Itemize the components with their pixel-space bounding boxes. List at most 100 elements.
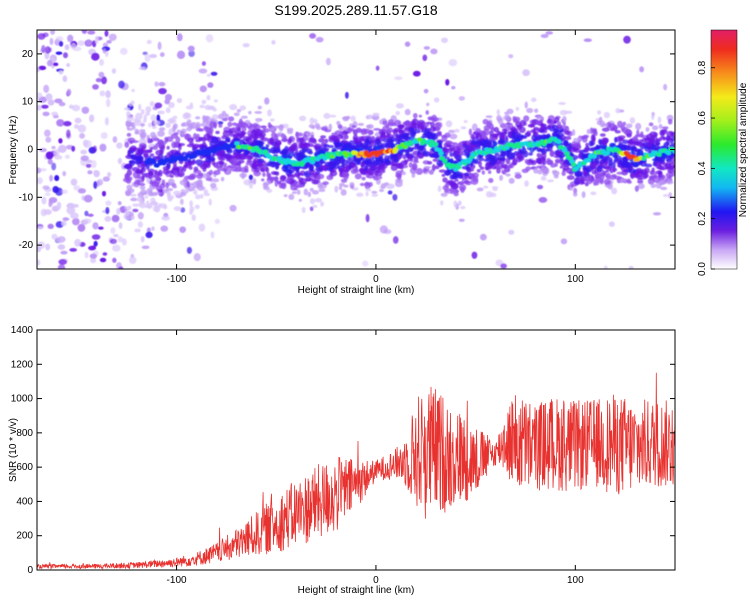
chart-title: S199.2025.289.11.57.G18 [274,2,437,18]
spectrogram-cell [102,176,110,182]
spectrogram-cell [81,106,90,114]
spectrogram-cell [400,171,406,176]
spectrogram-cell [418,144,425,151]
spectrogram-ridge-cell [536,142,542,148]
spectrogram-cell [210,71,218,76]
spectrogram-cell [349,181,355,188]
spectrogram-cell [497,117,504,125]
spectrogram-cell [392,193,398,201]
spectrogram-cell [135,158,143,164]
spectrogram-cell [436,160,444,167]
spectrogram-cell [592,136,596,142]
spectrogram-cell [152,137,160,141]
spectrogram-cell [74,117,82,124]
spectrogram-cell [37,104,42,111]
spectrogram-cell [37,259,41,266]
spectrogram-cell [221,117,228,122]
spectrogram-cell [318,138,325,143]
spectrogram-cell [463,140,470,148]
spectrogram-cell [309,206,314,212]
spectrogram-cell [454,128,460,133]
spectrogram-cell [339,168,343,174]
spectrogram-cell [127,137,136,144]
spectrogram-cell [362,260,369,267]
spectrogram-cell [334,141,341,147]
spectrogram-cell [248,110,252,115]
spectrogram-cell [180,122,186,127]
spectrogram-cell [172,167,180,171]
spectrogram-cell [194,204,200,210]
spectrogram-cell [508,156,513,160]
spectrogram-cell [523,115,530,122]
x-tick-label: 0 [373,274,379,285]
spectrogram-cell [91,234,101,240]
spectrogram-cell [57,264,66,269]
spectrogram-cell [93,170,100,178]
spectrogram-ridge-cell [495,147,501,153]
spectrogram-ridge-cell [665,150,672,156]
spectrogram-cell [349,145,357,150]
spectrogram-cell [283,163,288,171]
spectrogram-cell [631,136,638,142]
spectrogram-cell [138,103,142,111]
spectrogram-cell [52,62,59,67]
spectrogram-cell [364,165,368,172]
spectrogram-cell [73,124,79,129]
spectrogram-cell [654,139,659,147]
spectrogram-cell [99,257,107,263]
spectrogram-cell [514,173,522,179]
spectrogram-cell [253,153,260,158]
spectrogram-cell [483,158,490,162]
spectrogram-cell [361,176,366,181]
spectrogram-cell [45,243,51,251]
spectrogram-cell [45,136,52,143]
spectrogram-cell [237,127,241,132]
spectrogram-cell [329,170,338,177]
spectrogram-cell [128,147,133,150]
spectrogram-cell [536,116,544,120]
spectrogram-cell [585,142,589,147]
spectrogram-cell [331,132,338,136]
spectrogram-ridge-cell [562,147,568,153]
spectrogram-cell [165,182,169,189]
spectrogram-cell [320,135,327,139]
spectrogram-cell [453,149,461,154]
spectrogram-cell [425,110,429,115]
spectrogram-cell [666,114,674,122]
spectrogram-cell [173,184,177,189]
spectrogram-cell [102,48,107,54]
spectrogram-cell [365,137,373,144]
spectrogram-cell [123,107,131,111]
spectrogram-cell [471,251,478,259]
spectrogram-cell [107,172,112,178]
spectrogram-ridge-cell [591,154,597,159]
spectrogram-cell [130,197,138,202]
spectrogram-cell [309,187,314,192]
spectrogram-cell [58,70,64,75]
spectrogram-cell [61,220,67,227]
spectrogram-cell [86,38,91,46]
spectrogram-cell [344,146,351,151]
spectrogram-cell [81,30,88,34]
spectrogram-cell [84,210,89,217]
spectrogram-cell [536,127,543,133]
spectrogram-cell [603,111,610,119]
spectrogram-cell [515,121,522,128]
spectrogram-cell [47,99,55,106]
spectrogram-cell [556,132,565,137]
spectrogram-cell [43,84,50,93]
spectrogram-cell [594,174,602,180]
spectrogram-cell [309,33,317,39]
spectrogram-cell [536,152,542,158]
spectrogram-cell [463,120,468,123]
spectrogram-cell [85,163,92,168]
spectrogram-cell [375,65,380,71]
spectrogram-cell [363,128,371,134]
spectrogram-cell [422,54,428,62]
spectrogram-cell [244,148,250,155]
spectrogram-cell [609,127,615,132]
spectrogram-cell [124,141,130,148]
spectrogram-cell [158,127,166,132]
spectrogram-cell [485,115,493,119]
